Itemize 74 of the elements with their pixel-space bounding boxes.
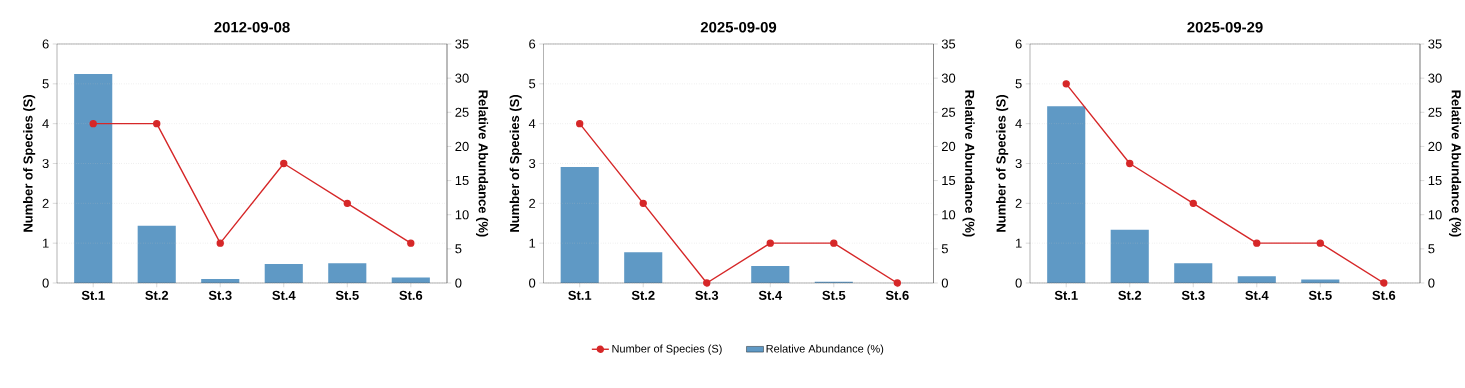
y-tick-label: 4 (1015, 119, 1022, 129)
legend-label: Relative Abundance (%) (766, 344, 884, 355)
y2-tick-label: 20 (1428, 141, 1442, 152)
y-tick-label: 6 (1015, 39, 1022, 49)
y2-tick-label: 30 (941, 73, 956, 83)
chart-title: 2025-09-29 (1187, 21, 1263, 33)
y2-tick-label: 25 (941, 107, 956, 117)
y2-tick-label: 15 (1428, 176, 1442, 186)
y-tick-label: 0 (1015, 278, 1022, 288)
y2-tick-label: 0 (1428, 278, 1435, 288)
y2-tick-label: 20 (941, 141, 956, 152)
y2-tick-label: 35 (941, 39, 956, 49)
y-tick-label: 5 (42, 79, 49, 89)
y2-tick-label: 10 (1428, 210, 1442, 220)
y2-tick-label: 35 (455, 39, 469, 49)
y-tick-label: 3 (529, 158, 536, 169)
y2-tick-label: 20 (455, 141, 469, 152)
y-axis-title: Number of Species (S) (23, 95, 36, 232)
y2-tick-label: 5 (455, 244, 462, 254)
x-tick-label: St.6 (885, 290, 909, 300)
y2-tick-label: 10 (455, 210, 469, 220)
y-tick-label: 4 (528, 119, 536, 129)
y-tick-label: 5 (1015, 79, 1022, 89)
x-tick-label: St.1 (81, 290, 105, 300)
y-tick-label: 0 (42, 278, 49, 288)
y-tick-label: 0 (529, 278, 536, 288)
y-axis-title: Number of Species (S) (996, 95, 1009, 232)
y2-tick-label: 15 (455, 176, 469, 186)
y-tick-label: 3 (42, 158, 49, 169)
y-tick-label: 2 (1015, 198, 1022, 208)
y2-tick-label: 15 (942, 176, 956, 186)
x-tick-label: St.3 (1181, 290, 1205, 300)
y-tick-label: 3 (1015, 158, 1022, 169)
y-tick-label: 2 (529, 198, 536, 208)
x-tick-label: St.2 (145, 290, 169, 300)
chart-title: 2012-09-08 (214, 21, 290, 33)
y-tick-label: 1 (1016, 238, 1022, 248)
x-tick-label: St.5 (1308, 290, 1332, 300)
y2-tick-label: 0 (455, 278, 462, 288)
x-tick-label: St.2 (631, 290, 655, 300)
x-tick-label: St.3 (695, 290, 719, 300)
y-tick-label: 6 (529, 39, 536, 49)
y-tick-label: 5 (529, 79, 536, 89)
y2-tick-label: 10 (942, 210, 956, 220)
y-tick-label: 1 (43, 238, 49, 248)
y-tick-label: 1 (529, 238, 536, 248)
chart-title: 2025-09-09 (700, 21, 777, 33)
x-tick-label: St.5 (335, 290, 359, 300)
y2-tick-label: 35 (1428, 39, 1442, 49)
x-tick-label: St.1 (1054, 290, 1078, 300)
y2-tick-label: 0 (941, 278, 948, 288)
x-tick-label: St.4 (272, 290, 296, 300)
y2-tick-label: 5 (941, 244, 948, 254)
x-tick-label: St.2 (1118, 290, 1142, 300)
y2-axis-title: Relative Abundance (%) (476, 90, 489, 237)
x-tick-label: St.6 (1372, 290, 1396, 300)
y2-tick-label: 30 (1428, 73, 1442, 83)
y2-tick-label: 5 (1428, 244, 1435, 254)
x-tick-label: St.3 (208, 290, 232, 300)
x-tick-label: St.4 (1245, 290, 1269, 300)
y2-tick-label: 30 (455, 73, 469, 83)
y-tick-label: 4 (42, 119, 49, 129)
y-tick-label: 6 (42, 39, 49, 49)
y2-axis-title: Relative Abundance (%) (1449, 90, 1462, 237)
y-axis-title: Number of Species (S) (509, 95, 522, 232)
x-tick-label: St.1 (568, 290, 592, 300)
x-tick-label: St.5 (822, 290, 846, 300)
legend-label: Number of Species (S) (612, 344, 722, 355)
x-tick-label: St.6 (399, 290, 423, 300)
y2-tick-label: 25 (1428, 107, 1442, 117)
y2-tick-label: 25 (455, 107, 469, 117)
x-tick-label: St.4 (758, 290, 783, 300)
y2-axis-title: Relative Abundance (%) (962, 90, 975, 237)
y-tick-label: 2 (42, 198, 49, 208)
